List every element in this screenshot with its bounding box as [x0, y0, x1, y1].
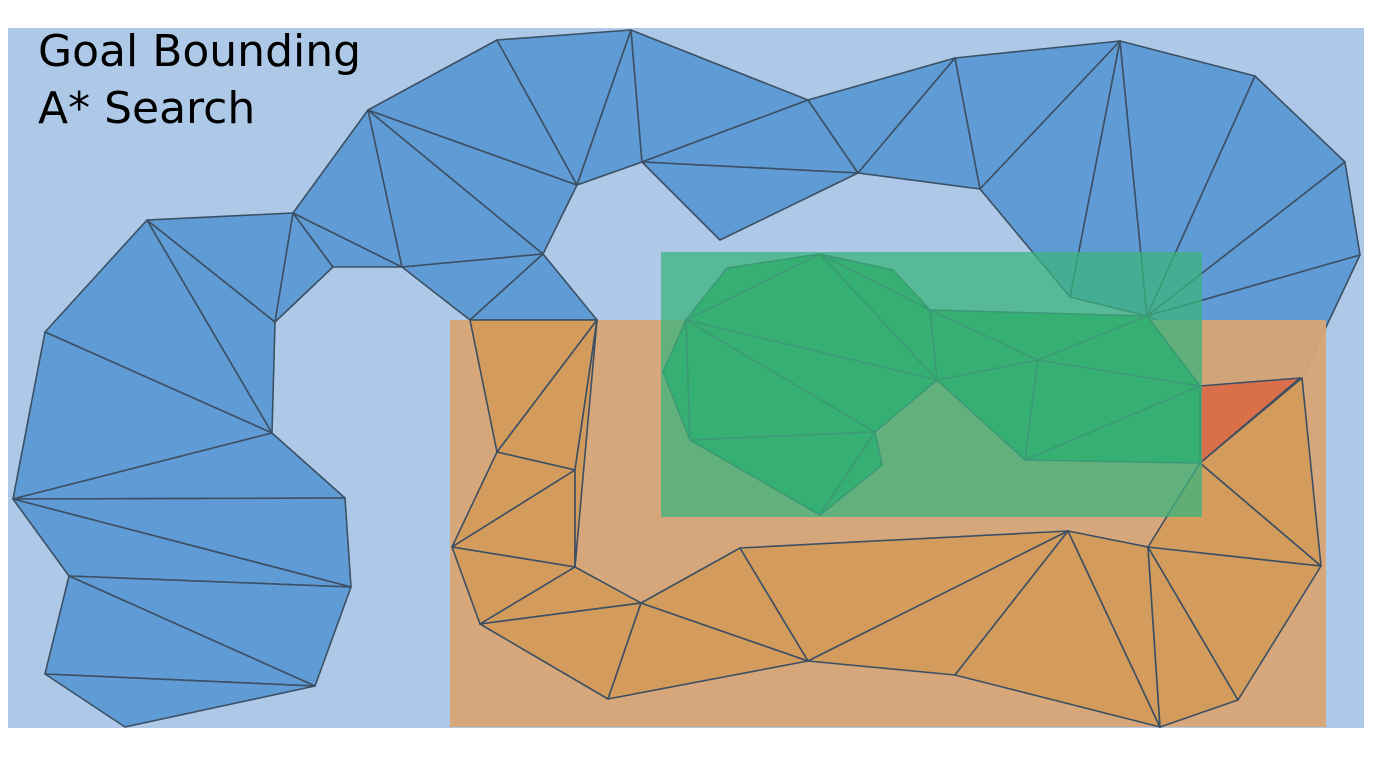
title-line-2: A* Search	[38, 83, 255, 134]
orange-navmesh	[451, 319, 1322, 728]
green-bounding-box	[661, 252, 1202, 517]
orange-triangle-18	[574, 319, 598, 568]
blue-triangle-12	[44, 673, 316, 728]
blue-navmesh	[12, 29, 1361, 728]
title-line-1: Goal Bounding	[38, 26, 361, 77]
blue-triangle-23	[641, 161, 859, 241]
